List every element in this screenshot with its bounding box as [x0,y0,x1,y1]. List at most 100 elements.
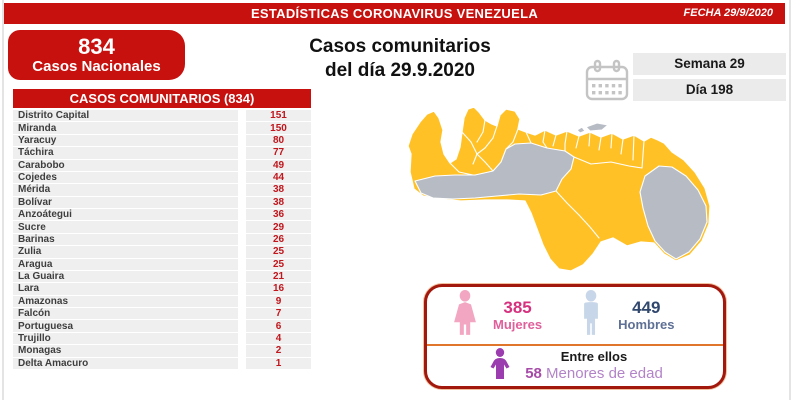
table-row: Trujillo 4 [13,332,311,346]
column-gap [238,160,246,172]
column-gap [238,283,246,295]
state-cases: 7 [246,308,311,321]
men-count: 449 [632,298,661,318]
state-cases: 26 [246,233,311,247]
state-name: Mérida [13,184,238,197]
state-name: Portuguesa [13,320,238,333]
table-row: Yaracuy 80 [13,134,311,148]
table-row: Zulia 25 [13,246,311,259]
gender-row: 385 Mujeres 449 Hombres [427,287,723,344]
page-title-line1: Casos comunitarios [309,36,491,57]
table-row: Amazonas 9 [13,295,311,308]
week-badge: Semana 29 [633,53,786,75]
state-name: Miranda [13,122,238,135]
state-name: Yaracuy [13,134,238,148]
state-name: Distrito Capital [13,110,238,123]
cases-table: Distrito Capital 151 Miranda 150 Yaracuy 80 Tá… [13,110,311,370]
state-cases: 36 [246,209,311,222]
table-row: Portuguesa 6 [13,320,311,333]
state-cases: 49 [246,159,311,172]
state-name: Anzoátegui [13,209,238,222]
column-gap [238,110,246,122]
table-row: Sucre 29 [13,221,311,234]
page-title: Casos comunitarios del día 29.9.2020 [230,35,570,83]
state-name: Monagas [13,345,238,358]
column-gap [238,234,246,246]
column-gap [238,172,246,184]
state-cases: 150 [246,122,311,135]
state-cases: 1 [246,357,311,370]
state-cases: 21 [246,270,311,284]
map-islet [576,126,586,134]
women-count: 385 [503,298,532,318]
state-cases: 9 [246,295,311,308]
state-name: Sucre [13,221,238,234]
orange-divider [427,344,723,346]
state-name: Cojedes [13,171,238,185]
column-gap [238,122,246,134]
state-name: Lara [13,283,238,296]
banner-date: FECHA 29/9/2020 [683,7,773,19]
minors-count: 58 [525,364,542,382]
table-row: Miranda 150 [13,122,311,135]
banner-title: ESTADÍSTICAS CORONAVIRUS VENEZUELA [250,6,539,21]
woman-icon [449,290,481,341]
state-cases: 77 [246,147,311,160]
men-group: 449 Hombres [576,290,675,341]
state-cases: 80 [246,134,311,148]
state-cases: 25 [246,258,311,271]
table-row: Táchira 77 [13,147,311,160]
column-gap [238,358,246,370]
column-gap [238,296,246,308]
state-cases: 44 [246,171,311,185]
column-gap [238,259,246,271]
state-cases: 29 [246,221,311,234]
table-row: Distrito Capital 151 [13,110,311,123]
table-row: Cojedes 44 [13,171,311,185]
national-cases-value: 834 [78,33,115,59]
table-row: Aragua 25 [13,258,311,271]
state-cases: 38 [246,196,311,209]
column-gap [238,320,246,332]
national-cases-label: Casos Nacionales [32,57,161,75]
day-badge: Día 198 [633,79,786,101]
women-group: 385 Mujeres [449,290,542,341]
state-cases: 6 [246,320,311,333]
table-row: La Guaira 21 [13,270,311,284]
state-name: Amazonas [13,295,238,308]
state-cases: 2 [246,345,311,358]
state-cases: 25 [246,246,311,259]
table-row: Carabobo 49 [13,159,311,172]
state-name: La Guaira [13,270,238,284]
table-row: Bolívar 38 [13,196,311,209]
state-cases: 38 [246,184,311,197]
state-name: Zulia [13,246,238,259]
column-gap [238,209,246,221]
minors-row: Entre ellos 58 Menores de edad [427,346,723,386]
demographics-box: 385 Mujeres 449 Hombres [424,284,726,389]
state-name: Táchira [13,147,238,160]
women-label: Mujeres [493,316,543,332]
column-gap [238,345,246,357]
state-name: Barinas [13,233,238,247]
minors-intro: Entre ellos [560,349,628,365]
men-label: Hombres [618,316,675,332]
table-header: CASOS COMUNITARIOS (834) [13,89,311,108]
map-island [585,122,609,132]
state-name: Bolívar [13,196,238,209]
state-cases: 16 [246,283,311,296]
map-gray-east-region [639,165,708,260]
map-gray-central-region [414,142,575,200]
state-name: Aragua [13,258,238,271]
state-name: Delta Amacuro [13,357,238,370]
state-name: Falcón [13,308,238,321]
table-row: Mérida 38 [13,184,311,197]
national-cases-box: 834 Casos Nacionales [8,30,185,80]
table-row: Lara 16 [13,283,311,296]
table-row: Barinas 26 [13,233,311,247]
calendar-icon [584,58,630,106]
man-icon [576,290,606,341]
column-gap [238,135,246,147]
column-gap [238,271,246,283]
column-gap [238,308,246,320]
